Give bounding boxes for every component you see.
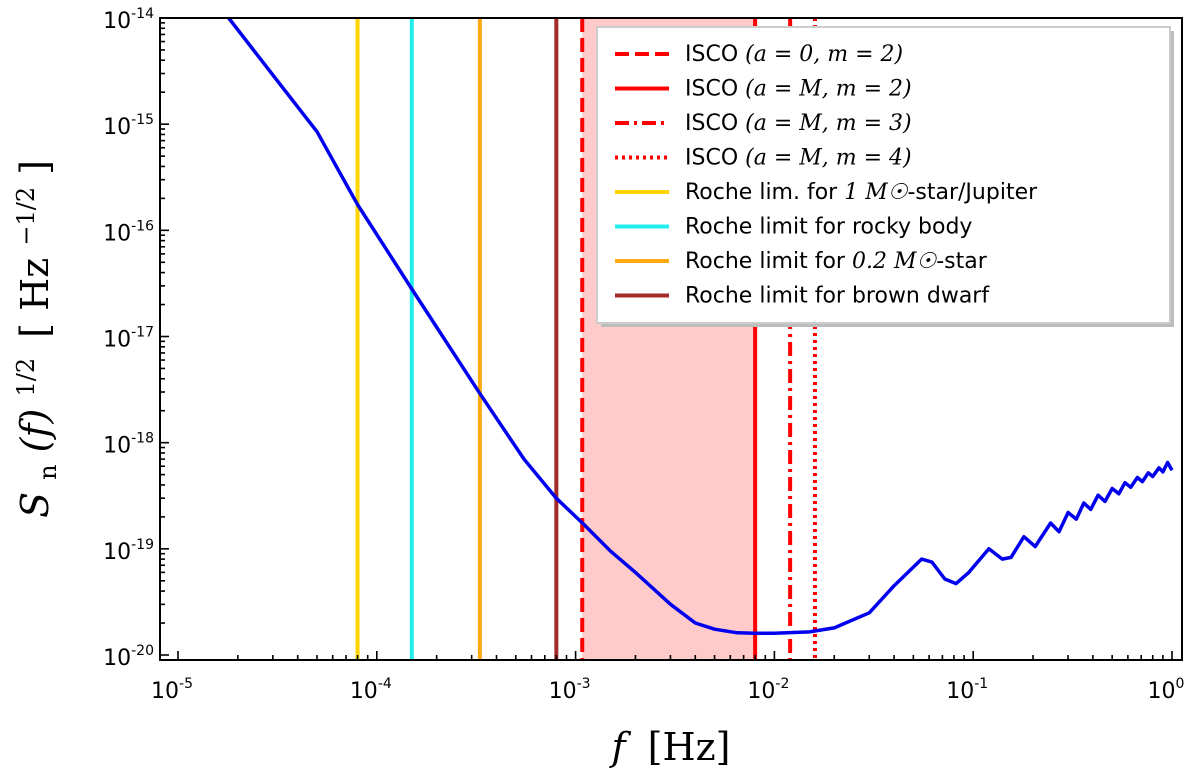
legend-label: Roche limit for rocky body (685, 215, 972, 240)
legend-label-text: ISCO (685, 111, 745, 136)
y-axis-label-open: [ (13, 323, 57, 338)
y-tick-label: 10-16 (103, 218, 154, 246)
y-axis-label-close: ] (13, 160, 57, 175)
legend-label: Roche lim. for 1 M☉-star/Jupiter (685, 180, 1038, 205)
x-tick-label-exp: 0 (1176, 676, 1185, 692)
y-tick-label-exp: -20 (131, 643, 154, 659)
x-tick-label-exp: -4 (378, 676, 392, 692)
y-axis-label-sub: n (34, 464, 62, 479)
y-axis-label: S n (f) 1/2 [ Hz −1/2 ] (0, 160, 65, 518)
legend-label-text: Roche lim. for (685, 180, 844, 205)
legend-label-text: ISCO (685, 146, 745, 171)
legend-label-text: Roche limit for rocky body (685, 215, 972, 240)
legend-label: Roche limit for 0.2 M☉-star (685, 249, 988, 274)
legend-label-math: (a = M, m = 3) (745, 111, 912, 136)
x-tick-label-base: 10 (151, 679, 179, 704)
x-tick-label: 10-4 (350, 676, 392, 704)
x-tick-label-exp: -3 (577, 676, 591, 692)
y-tick-label-base: 10 (103, 646, 131, 671)
y-tick-label-exp: -16 (131, 218, 154, 234)
x-tick-label-base: 10 (1148, 679, 1176, 704)
legend-box (596, 26, 1171, 324)
y-tick-label-exp: -17 (131, 325, 154, 341)
y-tick-label-base: 10 (103, 540, 131, 565)
legend-label: ISCO (a = M, m = 4) (685, 146, 912, 171)
x-tick-label-exp: -1 (974, 676, 988, 692)
legend-label-tail: -star/Jupiter (907, 180, 1038, 205)
legend-label-math: (a = 0, m = 2) (745, 42, 903, 67)
x-tick-label-base: 10 (747, 679, 775, 704)
y-tick-label: 10-14 (103, 6, 154, 34)
y-tick-label: 10-20 (103, 643, 154, 671)
sensitivity-curve (227, 18, 1174, 636)
x-tick-label-base: 10 (549, 679, 577, 704)
y-axis-label-arg: (f) (13, 409, 57, 453)
y-axis-label-exp: 1/2 (12, 358, 40, 397)
y-tick-label-base: 10 (103, 115, 131, 140)
y-tick-label-base: 10 (103, 434, 131, 459)
y-tick-label-exp: -18 (131, 431, 154, 447)
y-tick-label: 10-17 (103, 325, 154, 353)
y-tick-label: 10-18 (103, 431, 154, 459)
x-tick-label-base: 10 (946, 679, 974, 704)
y-axis-label-var: S (13, 492, 57, 518)
y-tick-label-exp: -19 (131, 537, 154, 553)
x-tick-label-base: 10 (350, 679, 378, 704)
x-axis-label: f [Hz] (609, 725, 731, 769)
x-axis-label-unit: [Hz] (648, 725, 731, 769)
x-tick-label: 10-1 (946, 676, 988, 704)
legend-label-tail: -star (936, 249, 988, 274)
legend-label-text: Roche limit for brown dwarf (685, 284, 990, 309)
legend-label-text: Roche limit for (685, 249, 852, 274)
y-tick-label: 10-15 (103, 112, 154, 140)
y-tick-label-base: 10 (103, 221, 131, 246)
legend-label: ISCO (a = M, m = 2) (685, 77, 912, 102)
x-tick-label: 10-3 (549, 676, 591, 704)
legend-label-text: ISCO (685, 77, 745, 102)
x-tick-label: 10-5 (151, 676, 193, 704)
y-tick-label-exp: -15 (131, 112, 154, 128)
y-tick-label: 10-19 (103, 537, 154, 565)
legend-label: Roche limit for brown dwarf (685, 284, 990, 309)
legend-label-math: 1 M☉ (844, 180, 909, 205)
x-tick-label-exp: -5 (179, 676, 193, 692)
legend-label-math: 0.2 M☉ (852, 249, 938, 274)
x-axis-label-var: f (609, 725, 632, 769)
legend-label-math: (a = M, m = 2) (745, 77, 912, 102)
legend-label: ISCO (a = M, m = 3) (685, 111, 912, 136)
x-tick-label: 10-2 (747, 676, 789, 704)
legend-label-math: (a = M, m = 4) (745, 146, 912, 171)
y-axis-label-unit: Hz (13, 258, 57, 311)
y-axis-label-unit-exp: −1/2 (12, 187, 40, 246)
y-tick-label-base: 10 (103, 328, 131, 353)
legend-label-text: ISCO (685, 42, 745, 67)
legend-label: ISCO (a = 0, m = 2) (685, 42, 903, 67)
y-tick-label-exp: -14 (131, 6, 154, 22)
y-tick-label-base: 10 (103, 9, 131, 34)
x-tick-label-exp: -2 (775, 676, 789, 692)
x-tick-label: 100 (1148, 676, 1185, 704)
